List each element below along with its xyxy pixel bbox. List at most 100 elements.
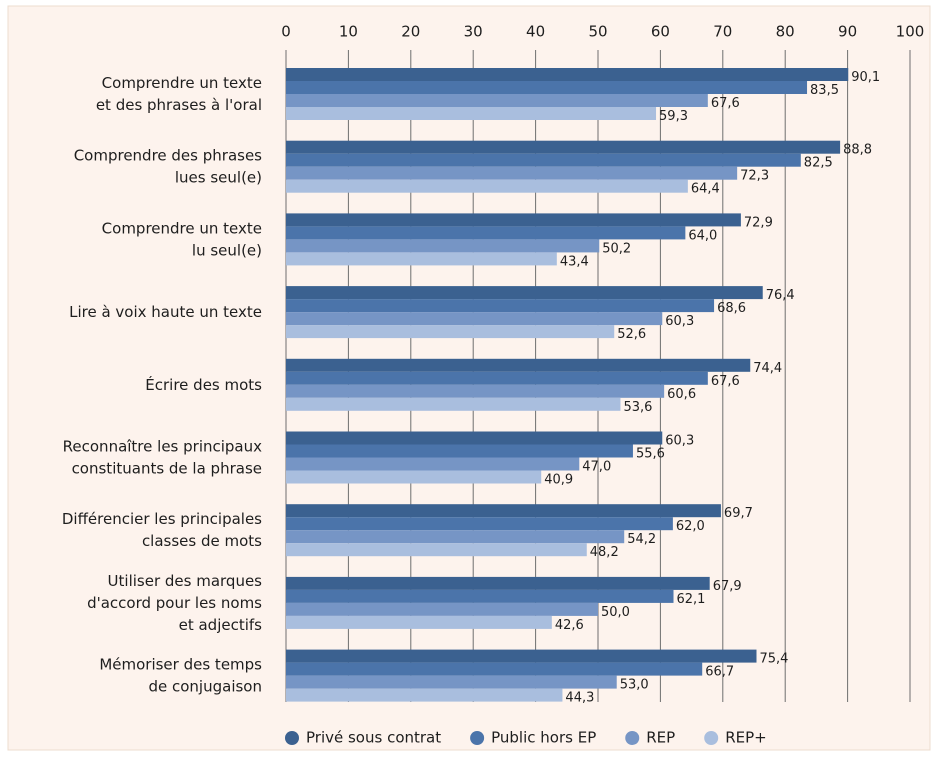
x-tick-label: 90 [838,23,857,41]
legend-label: REP [646,729,675,747]
bar [286,470,542,484]
value-label: 60,3 [665,434,694,449]
legend-label: REP+ [725,729,767,747]
value-label: 55,6 [636,447,665,462]
value-label: 42,6 [555,618,584,633]
bar [286,397,621,411]
legend-marker [285,731,299,745]
bar [286,153,801,167]
bar [286,589,674,603]
bar [286,457,580,471]
bar [286,286,763,300]
value-label: 54,2 [627,532,656,547]
value-label: 47,0 [582,460,611,475]
category-label: Écrire des mots [145,374,262,393]
bar [286,675,617,689]
bar [286,166,738,180]
bar [286,444,633,458]
legend-marker [704,731,719,745]
legend-label: Privé sous contrat [306,729,441,747]
category-label: Comprendre un texte lu seul(e) [102,219,262,259]
category-label: Comprendre des phrases lues seul(e) [74,146,262,186]
value-label: 50,0 [601,605,630,620]
value-label: 82,5 [804,156,833,171]
bar [286,68,849,81]
x-tick-label: 40 [526,23,545,41]
bar [286,530,625,544]
x-tick-label: 50 [588,23,607,41]
value-label: 59,3 [659,109,688,124]
value-label: 48,2 [590,545,619,560]
value-label: 83,5 [810,83,839,98]
value-label: 74,4 [753,361,782,376]
bar [286,226,686,240]
value-label: 40,9 [544,473,573,488]
bar [286,371,708,385]
bar [286,662,703,676]
category-label: Reconnaître les principaux constituants d… [63,437,262,477]
value-label: 90,1 [851,70,880,85]
value-label: 68,6 [717,301,746,316]
bar [286,384,665,398]
bar [286,688,563,702]
value-label: 88,8 [843,143,872,158]
x-tick-label: 80 [776,23,795,41]
x-tick-label: 60 [651,23,670,41]
value-label: 64,0 [688,228,717,243]
bar [286,140,841,154]
bar [286,576,710,590]
bar [286,325,615,339]
bar [286,504,721,518]
x-tick-label: 20 [401,23,420,41]
bar [286,615,552,629]
x-tick-label: 70 [713,23,732,41]
value-label: 44,3 [565,691,594,706]
value-label: 62,0 [676,519,705,534]
bar [286,431,663,445]
category-label: Mémoriser des temps de conjugaison [99,655,262,695]
value-label: 67,6 [711,96,740,111]
bar [286,252,557,266]
bar [286,517,673,531]
legend-marker [470,731,485,745]
category-label: Différencier les principales classes de m… [62,510,262,550]
value-label: 53,0 [620,678,649,693]
value-label: 67,9 [713,579,742,594]
bar [286,81,808,94]
value-label: 60,6 [667,387,696,402]
value-label: 50,2 [602,241,631,256]
value-label: 69,7 [724,506,753,521]
value-label: 72,3 [740,169,769,184]
value-label: 67,6 [711,374,740,389]
x-tick-label: 0 [281,23,291,41]
value-label: 66,7 [705,665,734,680]
bar [286,602,598,616]
bar [286,543,587,557]
value-label: 43,4 [560,254,589,269]
bar [286,107,657,120]
value-label: 52,6 [617,327,646,342]
bar [286,358,751,372]
x-tick-label: 100 [896,23,925,41]
bar [286,649,757,663]
bar [286,239,600,253]
value-label: 76,4 [766,288,795,303]
value-label: 72,9 [744,215,773,230]
bar [286,312,663,326]
legend-marker [625,731,640,745]
category-label: Lire à voix haute un texte [69,303,262,321]
category-label: Utiliser des marques d'accord pour les no… [87,571,262,633]
value-label: 62,1 [677,592,706,607]
value-label: 75,4 [759,652,788,667]
value-label: 64,4 [691,182,720,197]
bar [286,179,688,193]
x-tick-label: 30 [464,23,483,41]
legend-label: Public hors EP [491,729,596,747]
bar [286,213,741,227]
bar [286,299,715,313]
value-label: 53,6 [623,400,652,415]
x-tick-label: 10 [339,23,358,41]
value-label: 60,3 [665,314,694,329]
category-label: Comprendre un texte et des phrases à l'or… [96,74,262,114]
